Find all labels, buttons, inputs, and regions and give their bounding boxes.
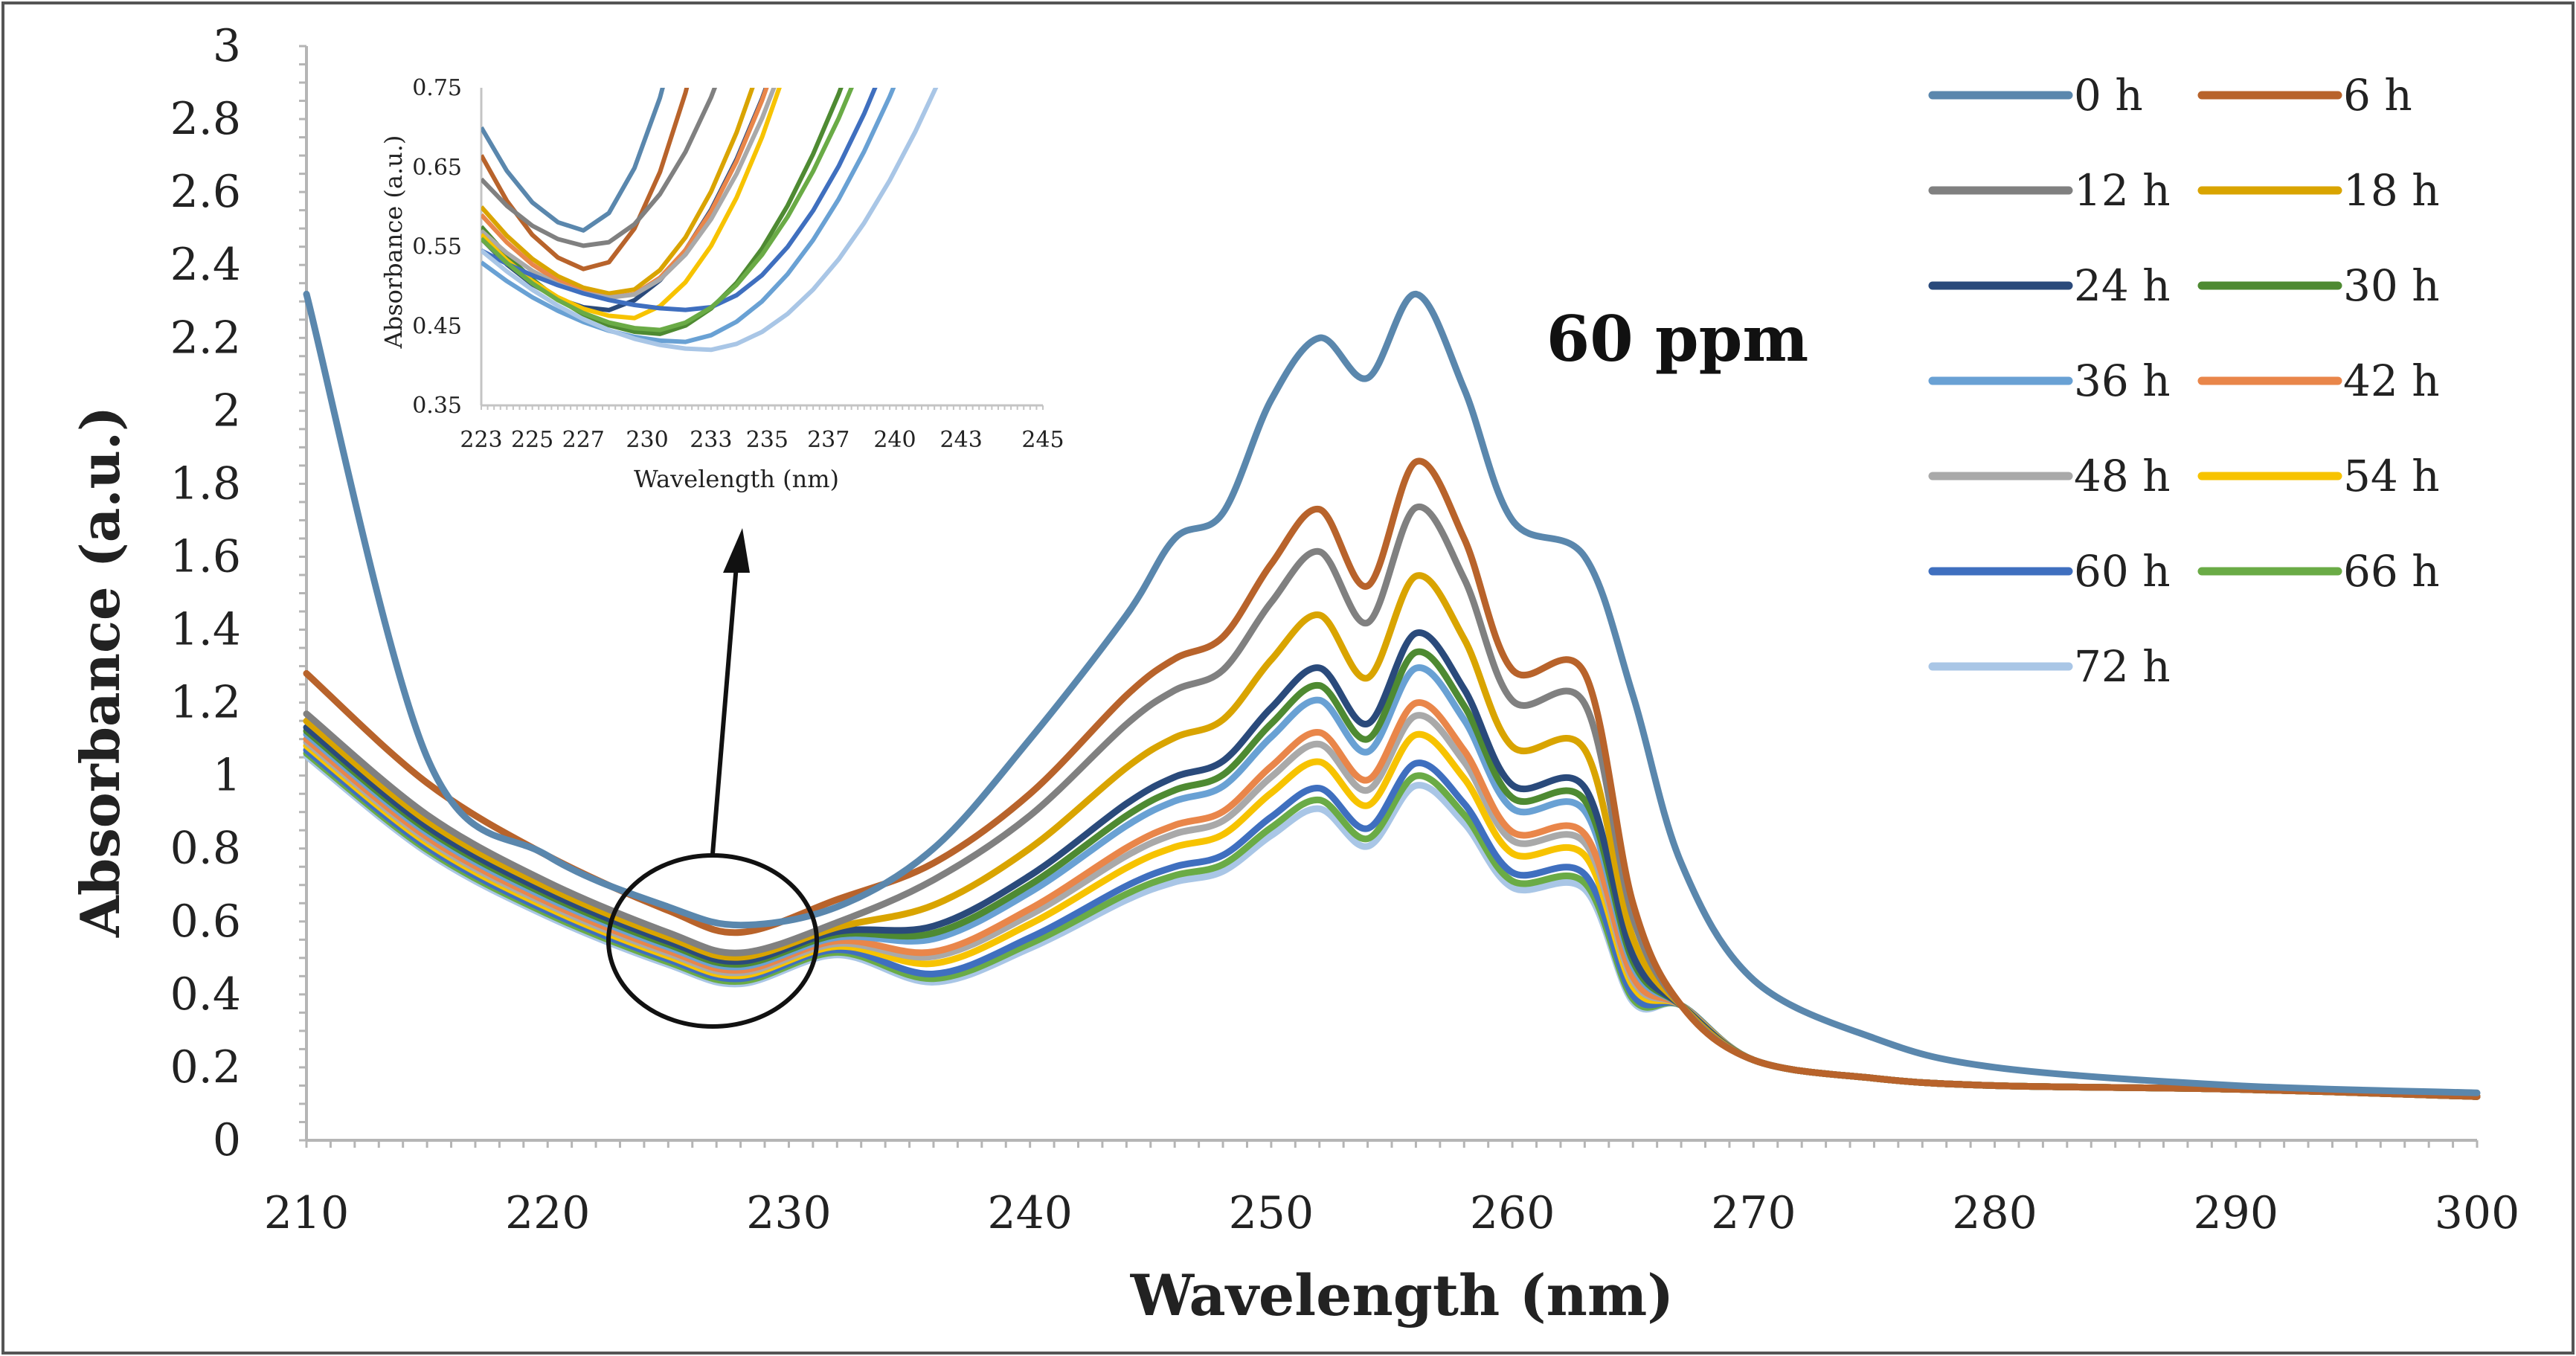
legend-label: 72 h [2074, 641, 2171, 692]
inset-series-line-60-h [481, 88, 878, 312]
main-series [303, 290, 2481, 1100]
inset-x-tick-label: 230 [626, 427, 668, 453]
legend-label: 48 h [2074, 451, 2171, 501]
inset-x-tick-label: 237 [807, 427, 849, 453]
x-tick-label: 210 [264, 1187, 350, 1239]
y-tick-label: 0.4 [170, 968, 241, 1021]
inset-x-tick-label: 225 [511, 427, 553, 453]
legend-label: 42 h [2343, 356, 2440, 406]
inset-x-tick-label: 235 [746, 427, 788, 453]
y-tick-label: 0.6 [170, 896, 241, 948]
inset-series-group [481, 88, 939, 353]
y-tick-label: 2 [213, 385, 241, 437]
inset-series-line-18-h [481, 88, 755, 296]
inset-y-axis-title: Absorbance (a.u.) [379, 135, 408, 350]
y-tick-label: 2.8 [170, 93, 241, 145]
legend-label: 60 h [2074, 546, 2171, 597]
legend: 0 h 6 h 12 h 18 h 24 h 30 h 36 h 42 h 48 h 54 h 60… [1928, 70, 2440, 692]
x-tick-label: 290 [2194, 1187, 2279, 1239]
inset-x-tick-label: 223 [460, 427, 502, 453]
legend-label: 54 h [2343, 451, 2440, 501]
y-tick-label: 2.4 [170, 239, 241, 291]
x-tick-label: 270 [1711, 1187, 1796, 1239]
inset-x-tick-label: 233 [690, 427, 732, 453]
x-tick-label: 280 [1952, 1187, 2037, 1239]
inset-background [372, 71, 1056, 495]
legend-label: 6 h [2343, 70, 2412, 121]
legend-label: 36 h [2074, 356, 2171, 406]
inset-x-tick-label: 240 [873, 427, 916, 453]
inset-chart: 223 225 227 230 233 235 237 240 243 245 0.35 0.45 0.… [372, 71, 1064, 495]
inset-y-tick-label: 0.65 [412, 155, 462, 181]
inset-x-tick-label: 243 [940, 427, 983, 453]
y-tick-label: 0.8 [170, 823, 241, 875]
inset-y-tick-label: 0.55 [412, 234, 462, 260]
zoom-arrow-head [723, 528, 750, 573]
legend-label: 0 h [2074, 70, 2143, 121]
inset-series-line-66-h [481, 88, 854, 332]
main-axes: 210 220 230 240 250 260 270 280 290 300 0 0.2 0.4 0.6… [170, 20, 2520, 1239]
series-line-6-h [303, 457, 2481, 1100]
x-tick-label: 240 [987, 1187, 1073, 1239]
inset-y-tick-label: 0.75 [412, 75, 462, 101]
zoom-callout [606, 528, 819, 1029]
inset-x-tick-label: 227 [562, 427, 605, 453]
zoom-arrow-line [710, 565, 739, 855]
concentration-annotation: 60 ppm [1546, 302, 1809, 376]
inset-series-line-12-h [481, 88, 718, 248]
y-tick-label: 2.6 [170, 166, 241, 218]
y-tick-label: 1 [213, 750, 241, 802]
x-tick-label: 250 [1229, 1187, 1314, 1239]
x-tick-label: 300 [2435, 1187, 2520, 1239]
series-line-0-h [303, 290, 2481, 1096]
y-axis-title: Absorbance (a.u.) [68, 406, 132, 938]
zoom-circle [606, 853, 819, 1029]
inset-axes: 223 225 227 230 233 235 237 240 243 245 0.35 0.45 0.… [412, 75, 1064, 453]
x-axis-title: Wavelength (nm) [1130, 1262, 1674, 1328]
legend-label: 18 h [2343, 165, 2440, 216]
legend-label: 24 h [2074, 260, 2171, 311]
y-tick-label: 2.2 [170, 312, 241, 364]
inset-series-line-6-h [481, 88, 690, 271]
inset-series-line-72-h [481, 88, 939, 353]
y-tick-label: 0 [213, 1114, 241, 1166]
x-tick-label: 220 [505, 1187, 591, 1239]
x-tick-label: 260 [1470, 1187, 1555, 1239]
inset-series-line-0-h [481, 88, 665, 233]
y-tick-label: 1.6 [170, 530, 241, 582]
legend-label: 30 h [2343, 260, 2440, 311]
legend-label: 66 h [2343, 546, 2440, 597]
y-tick-label: 1.8 [170, 457, 241, 510]
y-tick-label: 3 [213, 20, 241, 72]
inset-series [481, 88, 939, 353]
y-tick-label: 1.4 [170, 604, 241, 656]
inset-x-axis-title: Wavelength (nm) [634, 465, 839, 493]
x-tick-label: 230 [746, 1187, 832, 1239]
inset-series-line-36-h [481, 88, 896, 344]
inset-y-tick-label: 0.45 [412, 313, 462, 339]
inset-y-tick-label: 0.35 [412, 393, 462, 419]
inset-x-tick-label: 245 [1021, 427, 1064, 453]
legend-label: 12 h [2074, 165, 2171, 216]
y-tick-label: 0.2 [170, 1041, 241, 1093]
y-tick-label: 1.2 [170, 677, 241, 729]
inset-series-line-54-h [481, 88, 782, 321]
